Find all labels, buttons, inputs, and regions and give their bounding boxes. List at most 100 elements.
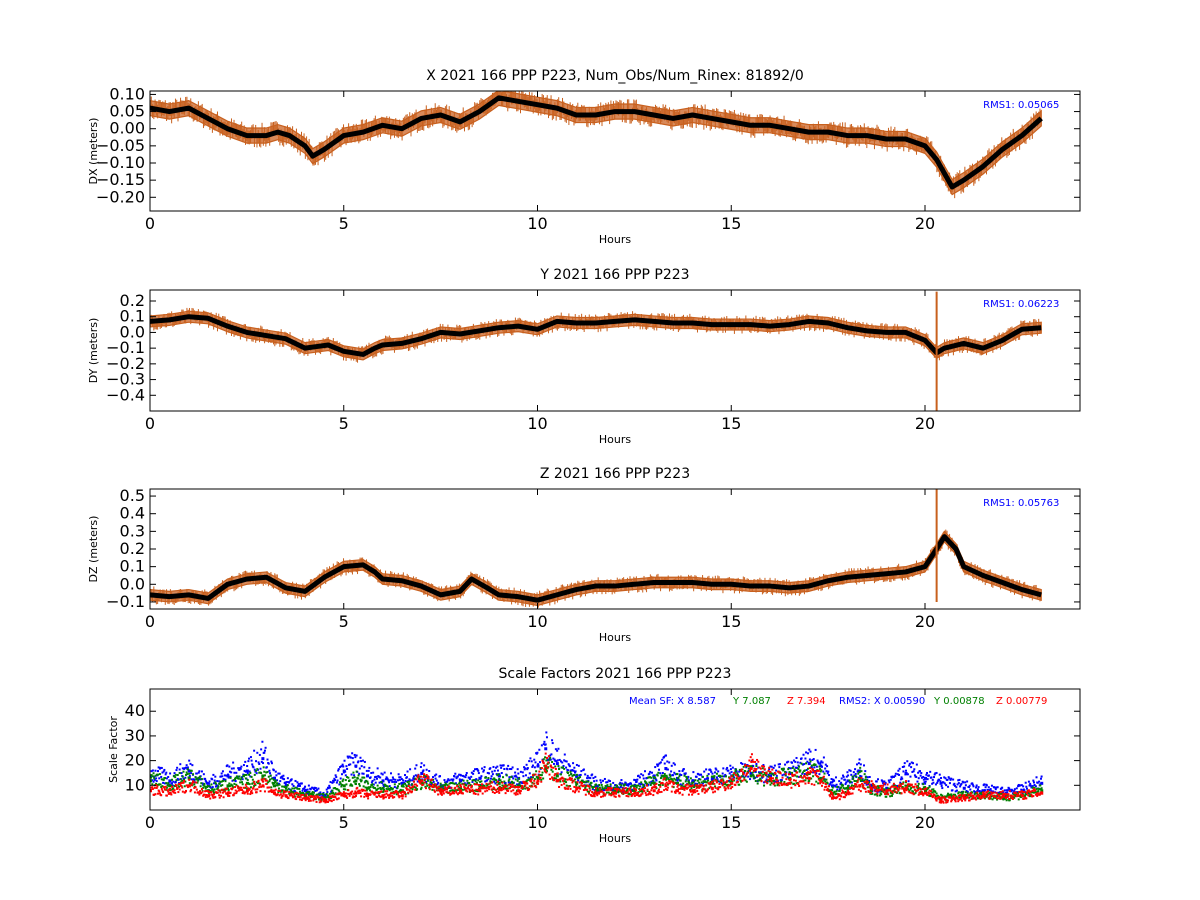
scatter-point xyxy=(302,793,305,796)
scatter-point xyxy=(325,788,328,791)
scatter-point xyxy=(658,762,661,765)
scatter-point xyxy=(339,777,342,780)
scatter-point xyxy=(828,783,831,786)
scatter-point xyxy=(638,785,641,788)
scatter-point xyxy=(390,786,393,789)
scatter-point xyxy=(156,784,159,787)
scatter-point xyxy=(174,776,177,779)
scatter-point xyxy=(673,771,676,774)
scatter-point xyxy=(398,778,401,781)
scatter-point xyxy=(645,782,648,785)
scatter-point xyxy=(179,763,182,766)
scatter-point xyxy=(661,783,664,786)
scatter-point xyxy=(844,783,847,786)
scatter-point xyxy=(308,791,311,794)
scatter-point xyxy=(740,762,743,765)
scatter-point xyxy=(257,761,260,764)
scatter-point xyxy=(201,782,204,785)
scatter-point xyxy=(335,781,338,784)
scatter-point xyxy=(160,775,163,778)
scatter-point xyxy=(565,784,568,787)
scatter-point xyxy=(174,780,177,783)
scatter-point xyxy=(957,779,960,782)
scatter-point xyxy=(322,793,325,796)
scatter-point xyxy=(185,771,188,774)
scatter-point xyxy=(842,786,845,789)
scatter-point xyxy=(640,773,643,776)
scatter-point xyxy=(368,787,371,790)
scatter-point xyxy=(545,770,548,773)
scatter-point xyxy=(287,787,290,790)
scatter-point xyxy=(213,788,216,791)
scatter-point xyxy=(766,781,769,784)
scatter-point xyxy=(627,784,630,787)
scatter-point xyxy=(678,770,681,773)
y-tick-label: −0.05 xyxy=(96,136,145,155)
scatter-point xyxy=(973,792,976,795)
scatter-point xyxy=(975,792,978,795)
scatter-point xyxy=(235,783,238,786)
scatter-point xyxy=(461,788,464,791)
scatter-point xyxy=(260,748,263,751)
scatter-point xyxy=(416,788,419,791)
scatter-point xyxy=(912,770,915,773)
scatter-point xyxy=(834,792,837,795)
scatter-point xyxy=(932,781,935,784)
scatter-point xyxy=(759,771,762,774)
scatter-point xyxy=(685,776,688,779)
scatter-point xyxy=(826,765,829,768)
scatter-point xyxy=(625,790,628,793)
scatter-point xyxy=(859,763,862,766)
scatter-point xyxy=(495,779,498,782)
scatter-point xyxy=(202,773,205,776)
scatter-point xyxy=(939,780,942,783)
scatter-point xyxy=(776,784,779,787)
scatter-point xyxy=(590,781,593,784)
scatter-point xyxy=(337,769,340,772)
scatter-point xyxy=(782,769,785,772)
scatter-point xyxy=(718,780,721,783)
scatter-point xyxy=(655,787,658,790)
scatter-point xyxy=(843,787,846,790)
scatter-point xyxy=(250,775,253,778)
scatter-point xyxy=(773,779,776,782)
scatter-point xyxy=(952,778,955,781)
scatter-point xyxy=(601,779,604,782)
scatter-point xyxy=(389,788,392,791)
scatter-point xyxy=(258,762,261,765)
scatter-point xyxy=(268,769,271,772)
scatter-point xyxy=(229,775,232,778)
scatter-point xyxy=(586,777,589,780)
scatter-point xyxy=(881,780,884,783)
scatter-point xyxy=(709,769,712,772)
scatter-point xyxy=(269,774,272,777)
scatter-point xyxy=(258,753,261,756)
scatter-point xyxy=(307,792,310,795)
scatter-point xyxy=(731,766,734,769)
scatter-point xyxy=(173,772,176,775)
scatter-point xyxy=(700,781,703,784)
scatter-point xyxy=(231,784,234,787)
scatter-point xyxy=(198,770,201,773)
scatter-point xyxy=(249,786,252,789)
scatter-point xyxy=(326,791,329,794)
scatter-point xyxy=(1008,788,1011,791)
scatter-point xyxy=(439,782,442,785)
scatter-point xyxy=(810,764,813,767)
scatter-point xyxy=(855,763,858,766)
x-tick-label: 0 xyxy=(145,414,155,433)
scatter-point xyxy=(909,775,912,778)
scatter-point xyxy=(262,766,265,769)
scatter-point xyxy=(458,781,461,784)
scatter-point xyxy=(497,779,500,782)
scatter-point xyxy=(682,768,685,771)
scatter-point xyxy=(500,766,503,769)
scatter-point xyxy=(790,781,793,784)
scatter-point xyxy=(372,786,375,789)
scatter-point xyxy=(401,785,404,788)
scatter-point xyxy=(692,781,695,784)
scatter-point xyxy=(353,753,356,756)
scatter-point xyxy=(534,761,537,764)
scatter-point xyxy=(536,751,539,754)
scatter-point xyxy=(340,783,343,786)
